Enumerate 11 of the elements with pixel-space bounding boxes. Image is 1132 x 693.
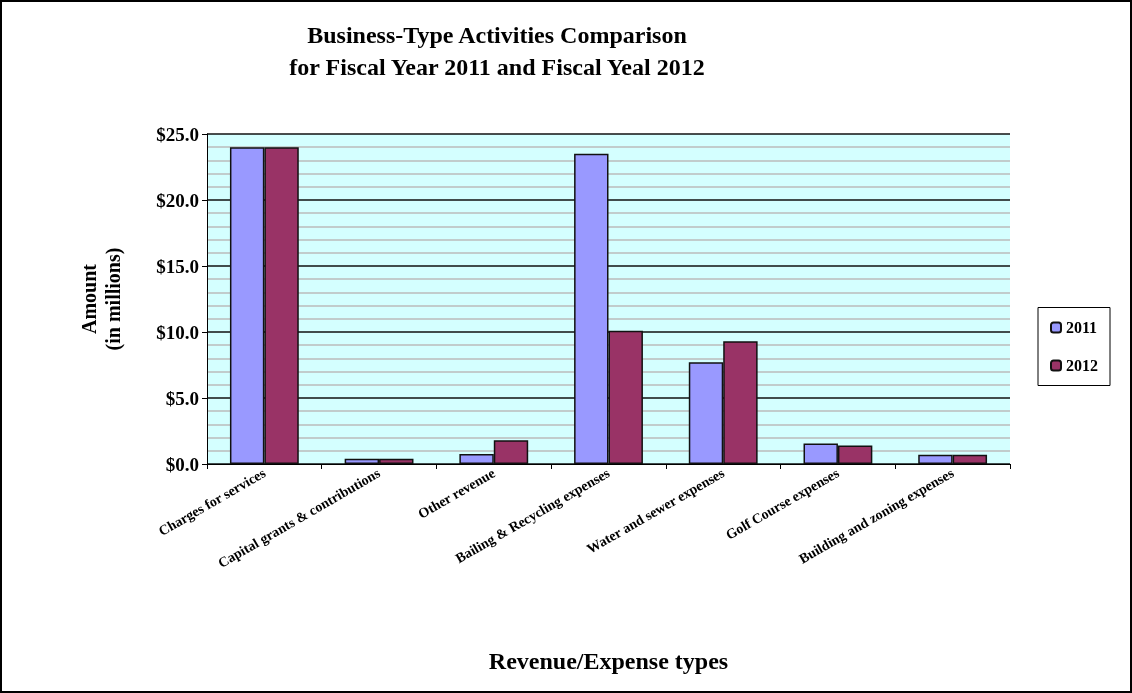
y-tick-label: $25.0 xyxy=(156,123,199,145)
y-tick-label: $5.0 xyxy=(165,387,199,409)
y-axis-title: Amount (in millions) xyxy=(78,247,125,351)
y-tick-label: $0.0 xyxy=(165,453,199,475)
y-tick-label: $10.0 xyxy=(156,321,199,343)
y-tick-label: $15.0 xyxy=(156,255,199,277)
y-tick-label: $20.0 xyxy=(156,189,199,211)
chart-title: Business-Type Activities Comparison for Fiscal Year 2011 and Fiscal Yeal 2012 xyxy=(289,22,705,80)
legend-label: 2012 xyxy=(1066,357,1098,374)
legend-label: 2011 xyxy=(1066,319,1098,336)
x-axis-title: Revenue/Expense types xyxy=(488,648,729,674)
